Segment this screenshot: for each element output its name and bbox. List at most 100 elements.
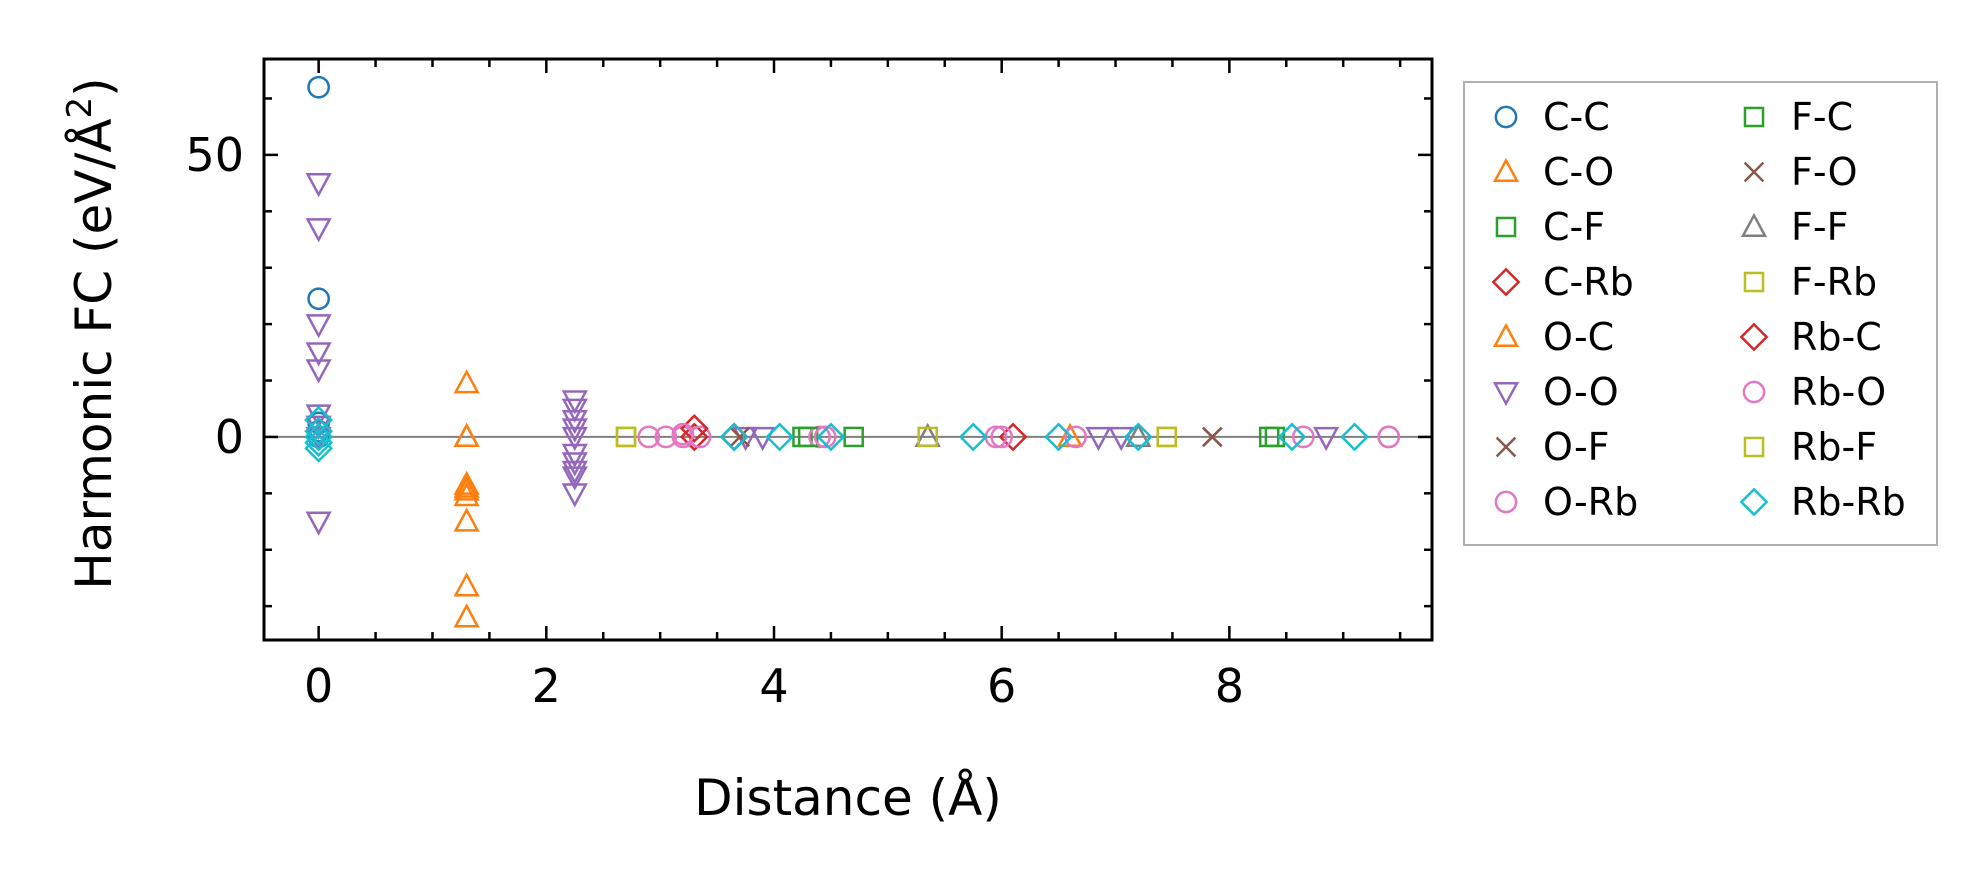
legend-marker [1491, 267, 1521, 297]
legend-label: Rb-Rb [1791, 480, 1906, 524]
data-point [808, 425, 831, 449]
x-axis-label: Distance (Å) [694, 769, 1002, 827]
legend-item: C-F [1495, 205, 1605, 249]
legend-item: F-F [1740, 205, 1848, 249]
legend: C-C C-O C-F C-Rb O-C O-O O-F O-Rb F-C F-O F-F F-Rb R… [1463, 81, 1938, 546]
legend-item: F-C [1743, 95, 1853, 139]
legend-marker [1492, 322, 1520, 348]
legend-label: O-C [1543, 315, 1614, 359]
legend-marker [1743, 436, 1765, 458]
legend-item: Rb-F [1743, 425, 1877, 469]
axis-ticks: 0 2 4 6 8 0 50 [185, 59, 1432, 713]
data-point [917, 426, 938, 448]
x-tick-label: 2 [532, 659, 561, 713]
series-Rb-F [615, 426, 1178, 448]
data-point [307, 75, 331, 99]
data-point [453, 481, 480, 507]
data-point [1291, 425, 1315, 449]
series-F-O [729, 426, 1223, 448]
data-point [453, 476, 480, 501]
data-point [561, 452, 588, 477]
legend-label: O-F [1543, 425, 1610, 469]
data-point [307, 287, 331, 311]
legend-marker [1739, 487, 1769, 517]
legend-marker [1740, 212, 1768, 238]
data-point [561, 418, 588, 443]
data-point [1156, 426, 1178, 448]
data-point [813, 425, 837, 449]
data-point [637, 425, 661, 449]
data-point [990, 425, 1014, 449]
data-point [305, 359, 332, 384]
data-point [1064, 425, 1088, 449]
x-tick-label: 0 [304, 659, 333, 713]
data-point [305, 218, 332, 243]
legend-label: F-O [1791, 150, 1858, 194]
data-point [816, 422, 846, 452]
legend-item: O-F [1495, 425, 1610, 469]
data-point [1377, 425, 1401, 449]
legend-label: F-C [1791, 95, 1853, 139]
legend-marker [1494, 490, 1518, 514]
legend-marker [1743, 161, 1765, 183]
data-point [304, 422, 334, 452]
data-point [561, 466, 588, 491]
y-tick-label: 50 [185, 128, 244, 182]
data-point [561, 390, 588, 415]
series-C-C [307, 75, 331, 449]
data-point [305, 314, 332, 339]
data-point [453, 572, 480, 597]
legend-marker [1739, 322, 1769, 352]
data-point [958, 422, 988, 452]
legend-item: O-C [1492, 315, 1614, 359]
legend-marker [1742, 380, 1766, 404]
series-Rb-O [671, 422, 1401, 449]
legend-item: C-O [1492, 150, 1614, 194]
legend-marker [1492, 157, 1520, 183]
data-point [719, 422, 749, 452]
data-point [304, 405, 334, 435]
data-point [1125, 422, 1152, 447]
data-point [305, 173, 332, 198]
data-point [654, 425, 678, 449]
legend-marker [1743, 106, 1765, 128]
data-point [453, 422, 480, 447]
legend-label: C-C [1543, 95, 1610, 139]
data-point [304, 416, 334, 446]
data-point [561, 443, 588, 469]
data-point [1044, 422, 1074, 452]
data-point [561, 483, 588, 508]
legend-marker [1495, 216, 1517, 238]
x-tick-label: 6 [987, 659, 1016, 713]
x-tick-label: 8 [1215, 659, 1244, 713]
legend-box [1463, 81, 1938, 546]
data-point [1202, 426, 1223, 448]
legend-label: F-Rb [1791, 260, 1877, 304]
data-points [304, 75, 1401, 628]
data-point [1277, 422, 1307, 452]
series-Rb-Rb [304, 405, 1370, 463]
data-point [1313, 426, 1340, 452]
legend-item: O-Rb [1494, 480, 1638, 524]
data-point [305, 511, 332, 536]
legend-item: Rb-C [1739, 315, 1882, 359]
plot-frame [262, 57, 1434, 642]
data-point [561, 426, 588, 452]
data-point [453, 470, 480, 495]
legend-label: Rb-O [1791, 370, 1886, 414]
legend-label: C-O [1543, 150, 1614, 194]
data-point [453, 473, 480, 498]
data-point [561, 460, 588, 485]
data-point [305, 342, 332, 367]
data-point [304, 433, 334, 463]
y-axis-label: Harmonic FC (eV/Å2) [60, 77, 123, 589]
legend-label: C-F [1543, 205, 1605, 249]
legend-item: C-Rb [1491, 260, 1634, 304]
data-point [1123, 422, 1153, 452]
data-point [729, 426, 751, 448]
legend-marker [1743, 271, 1765, 293]
legend-label: C-Rb [1543, 260, 1634, 304]
legend-label: O-O [1543, 370, 1619, 414]
legend-marker [1492, 381, 1520, 407]
